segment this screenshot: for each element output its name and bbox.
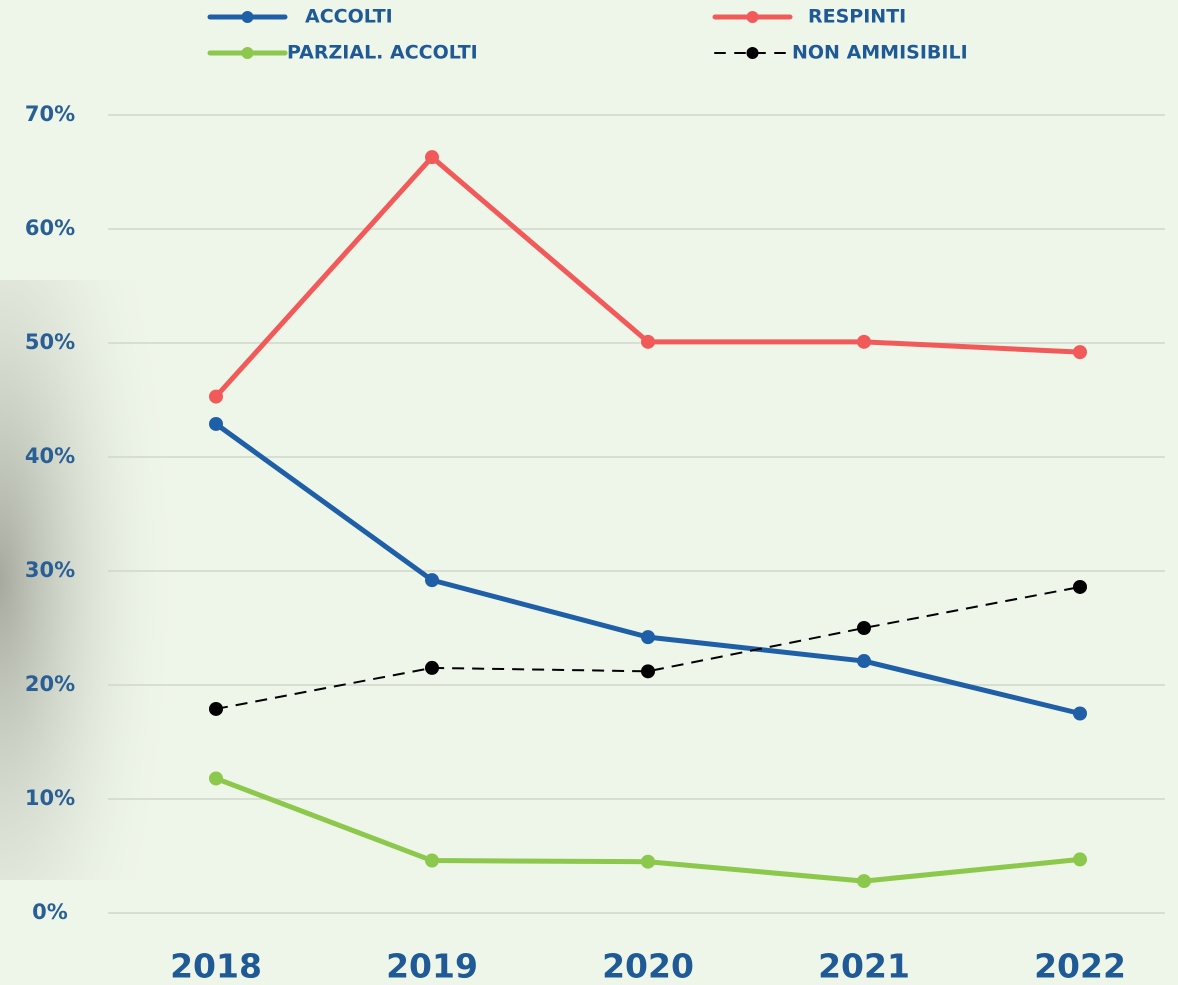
x-tick-label: 2019 bbox=[386, 947, 478, 985]
y-tick-label: 30% bbox=[25, 558, 75, 582]
legend-label: NON AMMISIBILI bbox=[792, 42, 968, 64]
data-point bbox=[857, 621, 871, 635]
data-point bbox=[641, 630, 655, 644]
data-point bbox=[425, 573, 439, 587]
data-point bbox=[641, 335, 655, 349]
data-point bbox=[209, 390, 223, 404]
y-tick-label: 40% bbox=[25, 444, 75, 468]
data-point bbox=[641, 855, 655, 869]
data-point bbox=[209, 702, 223, 716]
chart: 0% 10% 20% 30% 40% 50% 60% 70% 2018 2019 2020 2021 2… bbox=[0, 0, 1178, 985]
data-point bbox=[1073, 345, 1087, 359]
legend-marker bbox=[242, 47, 254, 59]
y-tick-label: 10% bbox=[25, 786, 75, 810]
data-point bbox=[857, 654, 871, 668]
x-tick-label: 2020 bbox=[602, 947, 694, 985]
data-point bbox=[425, 854, 439, 868]
data-point bbox=[1073, 852, 1087, 866]
x-tick-label: 2022 bbox=[1034, 947, 1126, 985]
y-tick-label: 20% bbox=[25, 672, 75, 696]
legend-marker bbox=[242, 11, 254, 23]
x-tick-label: 2018 bbox=[170, 947, 262, 985]
data-point bbox=[425, 661, 439, 675]
y-tick-label: 0% bbox=[32, 900, 68, 924]
y-tick-label: 70% bbox=[25, 102, 75, 126]
x-tick-label: 2021 bbox=[818, 947, 910, 985]
data-point bbox=[857, 874, 871, 888]
data-point bbox=[209, 417, 223, 431]
legend-label: PARZIAL. ACCOLTI bbox=[287, 42, 478, 64]
data-point bbox=[1073, 707, 1087, 721]
legend-label: RESPINTI bbox=[808, 6, 906, 28]
y-tick-label: 60% bbox=[25, 216, 75, 240]
data-point bbox=[641, 664, 655, 678]
data-point bbox=[857, 335, 871, 349]
legend-marker bbox=[747, 11, 759, 23]
data-point bbox=[425, 150, 439, 164]
data-point bbox=[209, 771, 223, 785]
legend-marker bbox=[747, 47, 759, 59]
data-point bbox=[1073, 580, 1087, 594]
y-tick-label: 50% bbox=[25, 330, 75, 354]
legend-label: ACCOLTI bbox=[305, 6, 393, 28]
